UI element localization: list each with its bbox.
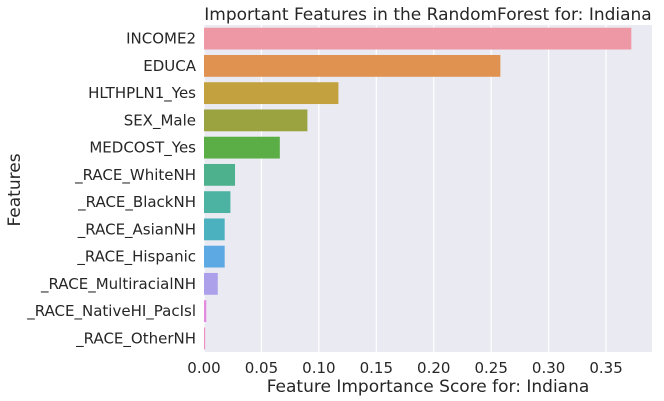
bar [204, 327, 206, 350]
x-tick-label: 0.35 [589, 359, 622, 377]
x-tick-label: 0.10 [302, 359, 335, 377]
category-label: _RACE_AsianNH [77, 220, 196, 239]
category-label: _RACE_OtherNH [75, 329, 196, 348]
bar [204, 54, 501, 77]
x-tick-label: 0.30 [532, 359, 565, 377]
x-tick-labels: 0.00 0.05 0.10 0.15 0.20 0.25 0.30 0.35 [187, 359, 622, 377]
x-tick-label: 0.05 [245, 359, 278, 377]
bar [204, 163, 236, 186]
bar [204, 245, 225, 268]
x-axis-title: Feature Importance Score for: Indiana [267, 377, 590, 397]
bars [204, 27, 632, 350]
category-label: _RACE_WhiteNH [74, 166, 196, 185]
y-axis-title: Features [5, 153, 25, 226]
category-label: INCOME2 [126, 30, 196, 48]
gridlines [203, 25, 607, 352]
bar [204, 27, 632, 50]
plot-area [204, 25, 652, 352]
category-label: EDUCA [143, 57, 196, 75]
category-labels: INCOME2 EDUCA HLTHPLN1_Yes SEX_Male MEDCOST_… [26, 30, 196, 349]
x-tick-label: 0.20 [417, 359, 450, 377]
bar [204, 191, 231, 214]
x-tick-label: 0.00 [187, 359, 220, 377]
category-label: _RACE_BlackNH [77, 193, 196, 212]
category-label: _RACE_NativeHI_PacIsl [26, 302, 196, 321]
bar [204, 272, 218, 295]
bar [204, 218, 225, 241]
bar [204, 136, 280, 159]
category-label: SEX_Male [124, 111, 196, 130]
x-tick-label: 0.15 [360, 359, 393, 377]
category-label: HLTHPLN1_Yes [88, 84, 196, 103]
bar [204, 300, 207, 323]
bar [204, 82, 339, 105]
x-tick-label: 0.25 [474, 359, 507, 377]
bar [204, 109, 308, 132]
category-label: MEDCOST_Yes [89, 139, 196, 158]
category-label: _RACE_Hispanic [76, 248, 196, 267]
category-label: _RACE_MultiracialNH [40, 275, 196, 294]
chart-title: Important Features in the RandomForest f… [204, 5, 651, 25]
